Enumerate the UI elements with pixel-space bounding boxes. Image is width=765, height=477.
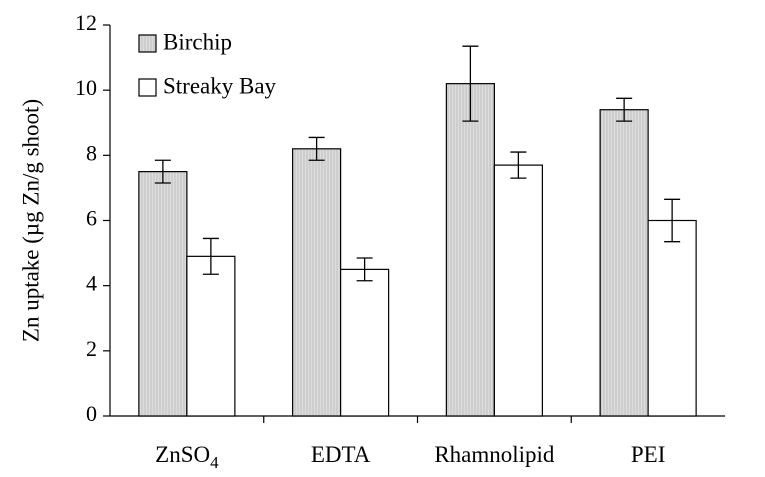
y-tick-label: 10 — [75, 75, 97, 100]
y-axis-title: Zn uptake (µg Zn/g shoot) — [18, 99, 43, 342]
bar-streaky-bay — [186, 255, 236, 417]
y-tick-label: 2 — [86, 336, 97, 361]
legend-swatch — [138, 78, 157, 97]
legend-label: Streaky Bay — [163, 73, 277, 98]
legend-swatch — [138, 34, 157, 53]
bar-streaky-bay — [493, 164, 543, 417]
y-tick-label: 4 — [86, 271, 97, 296]
x-tick-label: ZnSO4 — [155, 442, 219, 472]
y-tick-label: 6 — [86, 206, 97, 231]
bar-streaky-bay — [647, 219, 697, 417]
bar-birchip — [599, 109, 649, 417]
bar-streaky-bay — [340, 268, 390, 417]
bar-birchip — [138, 171, 188, 417]
legend: Birchip Streaky Bay — [138, 29, 277, 98]
y-axis-title-group: Zn uptake (µg Zn/g shoot) — [18, 99, 43, 342]
bar-birchip — [292, 148, 342, 417]
y-tick-label: 12 — [75, 10, 97, 35]
category-labels: ZnSO4 EDTA Rhamnolipid PEI — [155, 442, 665, 472]
x-tick-label: EDTA — [311, 442, 371, 467]
legend-label: Birchip — [163, 29, 232, 54]
y-tick-label: 0 — [86, 401, 97, 426]
bars — [138, 45, 697, 417]
x-tick-label: PEI — [631, 442, 666, 467]
y-tick-label: 8 — [86, 140, 97, 165]
x-tick-label: Rhamnolipid — [434, 442, 555, 467]
bar-birchip — [445, 83, 495, 417]
